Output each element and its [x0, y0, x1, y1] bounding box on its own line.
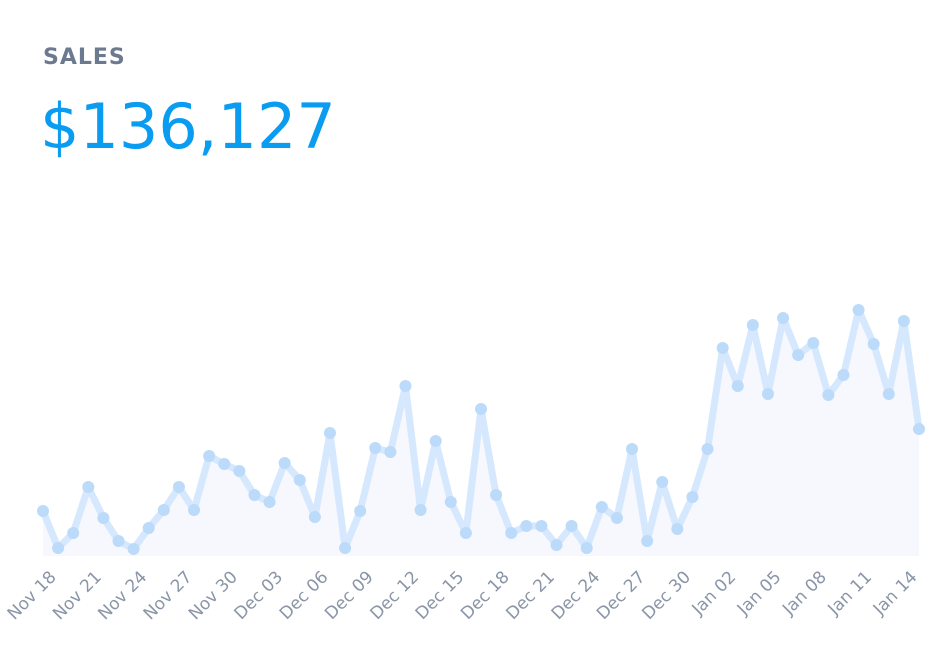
x-tick-label: Nov 27 [140, 567, 197, 624]
point [142, 522, 155, 534]
x-tick-label: Dec 12 [366, 567, 423, 624]
x-tick-label: Dec 15 [412, 567, 469, 624]
point [746, 319, 759, 331]
x-tick-label: Jan 11 [824, 567, 877, 620]
point [505, 527, 518, 539]
point [157, 504, 170, 516]
point [852, 304, 865, 316]
point [626, 443, 639, 455]
x-tick-label: Dec 18 [457, 567, 514, 624]
point [716, 342, 729, 354]
point [565, 520, 578, 532]
point [52, 542, 65, 554]
x-tick-label: Dec 06 [276, 567, 333, 624]
point [792, 349, 805, 361]
x-tick-label: Jan 05 [733, 567, 786, 620]
point [112, 535, 125, 547]
sales-total: $136,127 [40, 90, 336, 163]
x-tick-label: Nov 30 [185, 567, 242, 624]
point [897, 315, 910, 327]
point [641, 535, 654, 547]
point [490, 489, 503, 501]
point [248, 489, 261, 501]
point [671, 523, 684, 535]
point [293, 474, 306, 486]
point [399, 380, 412, 392]
point [384, 446, 397, 458]
point [233, 465, 246, 477]
point [913, 423, 925, 435]
point [188, 504, 201, 516]
x-tick-label: Dec 21 [502, 567, 559, 624]
point [459, 527, 472, 539]
point [339, 542, 352, 554]
x-tick-label: Dec 03 [231, 567, 288, 624]
point [429, 435, 442, 447]
x-tick-label: Dec 09 [321, 567, 378, 624]
point [610, 512, 623, 524]
point [731, 380, 744, 392]
point [822, 389, 835, 401]
point [550, 539, 563, 551]
point [172, 481, 185, 493]
x-tick-label: Dec 24 [548, 567, 605, 624]
point [37, 505, 49, 517]
point [580, 542, 593, 554]
x-tick-label: Nov 18 [4, 567, 61, 624]
point [761, 388, 774, 400]
x-tick-label: Jan 14 [869, 567, 922, 620]
x-tick-label: Dec 27 [593, 567, 650, 624]
point [444, 496, 457, 508]
point [97, 512, 110, 524]
point [686, 491, 699, 503]
point [414, 504, 427, 516]
x-tick-label: Jan 02 [688, 567, 741, 620]
point [203, 450, 216, 462]
point [701, 443, 714, 455]
x-tick-label: Nov 21 [49, 567, 106, 624]
x-tick-label: Nov 24 [94, 567, 151, 624]
point [807, 337, 820, 349]
x-tick-label: Jan 08 [778, 567, 831, 620]
point [354, 505, 367, 517]
point [323, 427, 336, 439]
point [278, 457, 291, 469]
point [535, 520, 548, 532]
x-tick-label: Dec 30 [638, 567, 695, 624]
point [475, 403, 487, 415]
point [520, 520, 533, 532]
point [308, 511, 321, 523]
point [127, 543, 140, 555]
point [837, 369, 850, 381]
point [369, 442, 382, 454]
point [263, 496, 276, 508]
card-title: SALES [43, 45, 126, 70]
point [656, 476, 669, 488]
point [777, 312, 790, 324]
point [882, 388, 895, 400]
point [595, 501, 608, 513]
point [82, 481, 95, 493]
point [867, 338, 880, 350]
point [67, 527, 80, 539]
point [218, 458, 231, 470]
